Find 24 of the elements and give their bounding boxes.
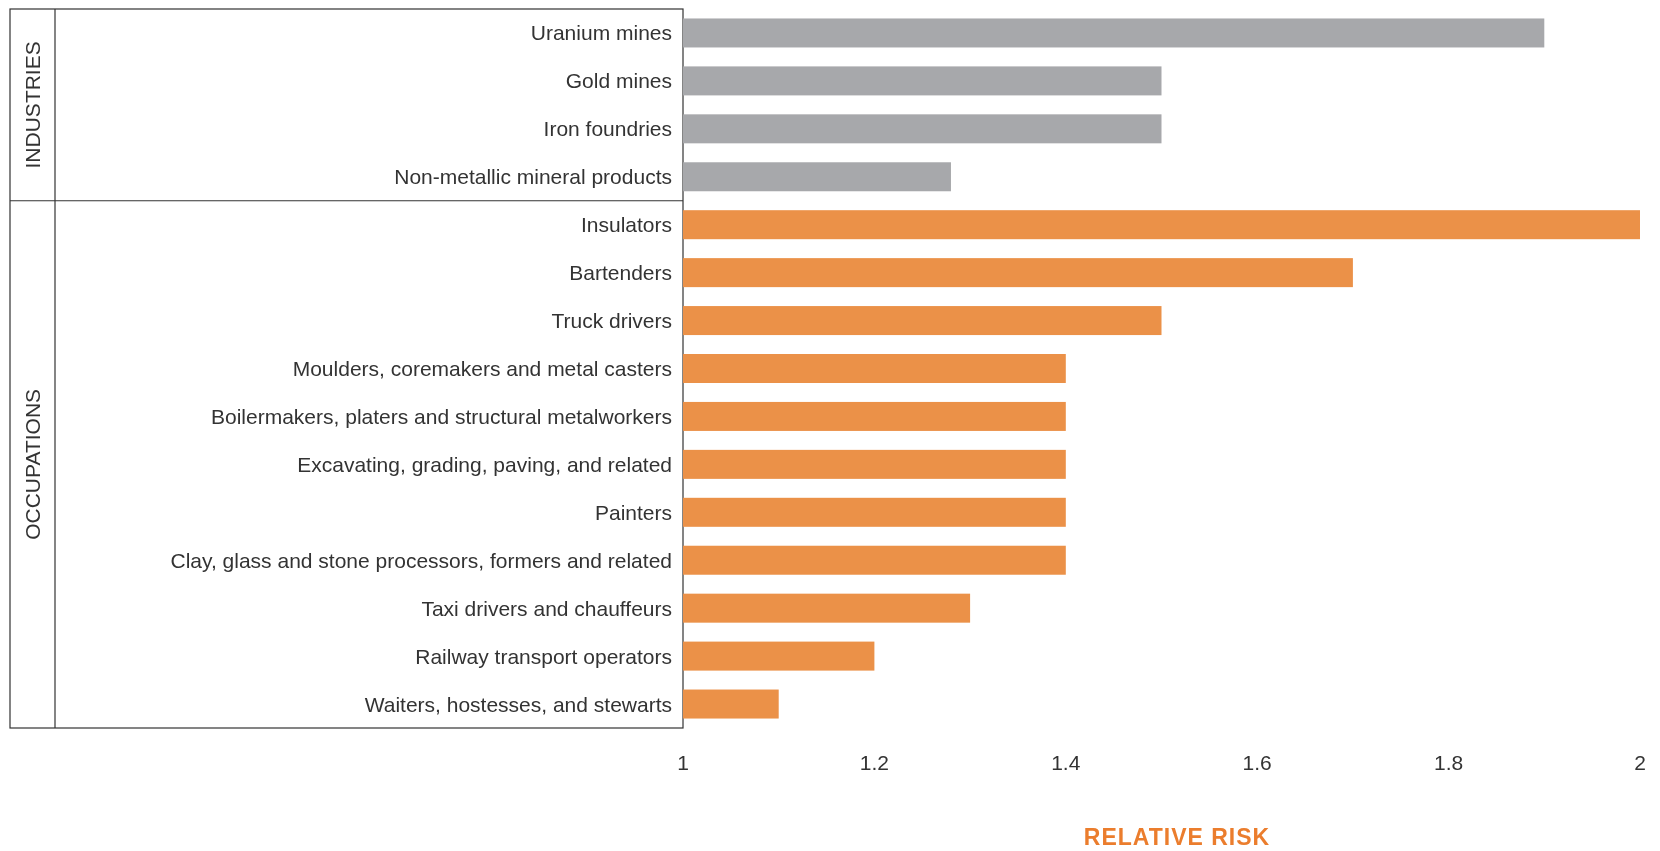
- y-tick-label: Railway transport operators: [415, 644, 672, 668]
- y-tick-label: Boilermakers, platers and structural metalworkers: [211, 404, 672, 428]
- y-tick-label: Excavating, grading, paving, and related: [297, 452, 672, 476]
- y-tick-label: Iron foundries: [543, 117, 672, 141]
- y-tick-label: Bartenders: [569, 261, 672, 285]
- y-tick-label: Taxi drivers and chauffeurs: [421, 596, 672, 620]
- x-tick-label: 1.4: [1051, 751, 1081, 774]
- x-tick-label: 1.8: [1434, 751, 1464, 774]
- y-tick-label: Moulders, coremakers and metal casters: [292, 357, 672, 380]
- y-tick-label: Truck drivers: [551, 309, 672, 333]
- x-tick-label: 1: [677, 751, 689, 774]
- y-tick-label: Non-metallic mineral products: [394, 165, 672, 189]
- y-tick-label: Waiters, hostesses, and stewarts: [364, 692, 672, 716]
- x-tick-label: 2: [1634, 751, 1646, 774]
- y-tick-label: Insulators: [580, 213, 672, 237]
- x-tick-label: 1.6: [1242, 751, 1272, 774]
- text: INDUSTRIES: [21, 41, 44, 169]
- text: OCCUPATIONS: [21, 388, 44, 540]
- x-axis-title: RELATIVE RISK: [1083, 824, 1271, 850]
- y-tick-label: Painters: [594, 500, 672, 524]
- y-tick-label: Gold mines: [565, 69, 672, 93]
- y-tick-label: Uranium mines: [530, 21, 672, 45]
- y-tick-label: Clay, glass and stone processors, formers and related: [170, 548, 672, 572]
- x-tick-label: 1.2: [859, 751, 889, 774]
